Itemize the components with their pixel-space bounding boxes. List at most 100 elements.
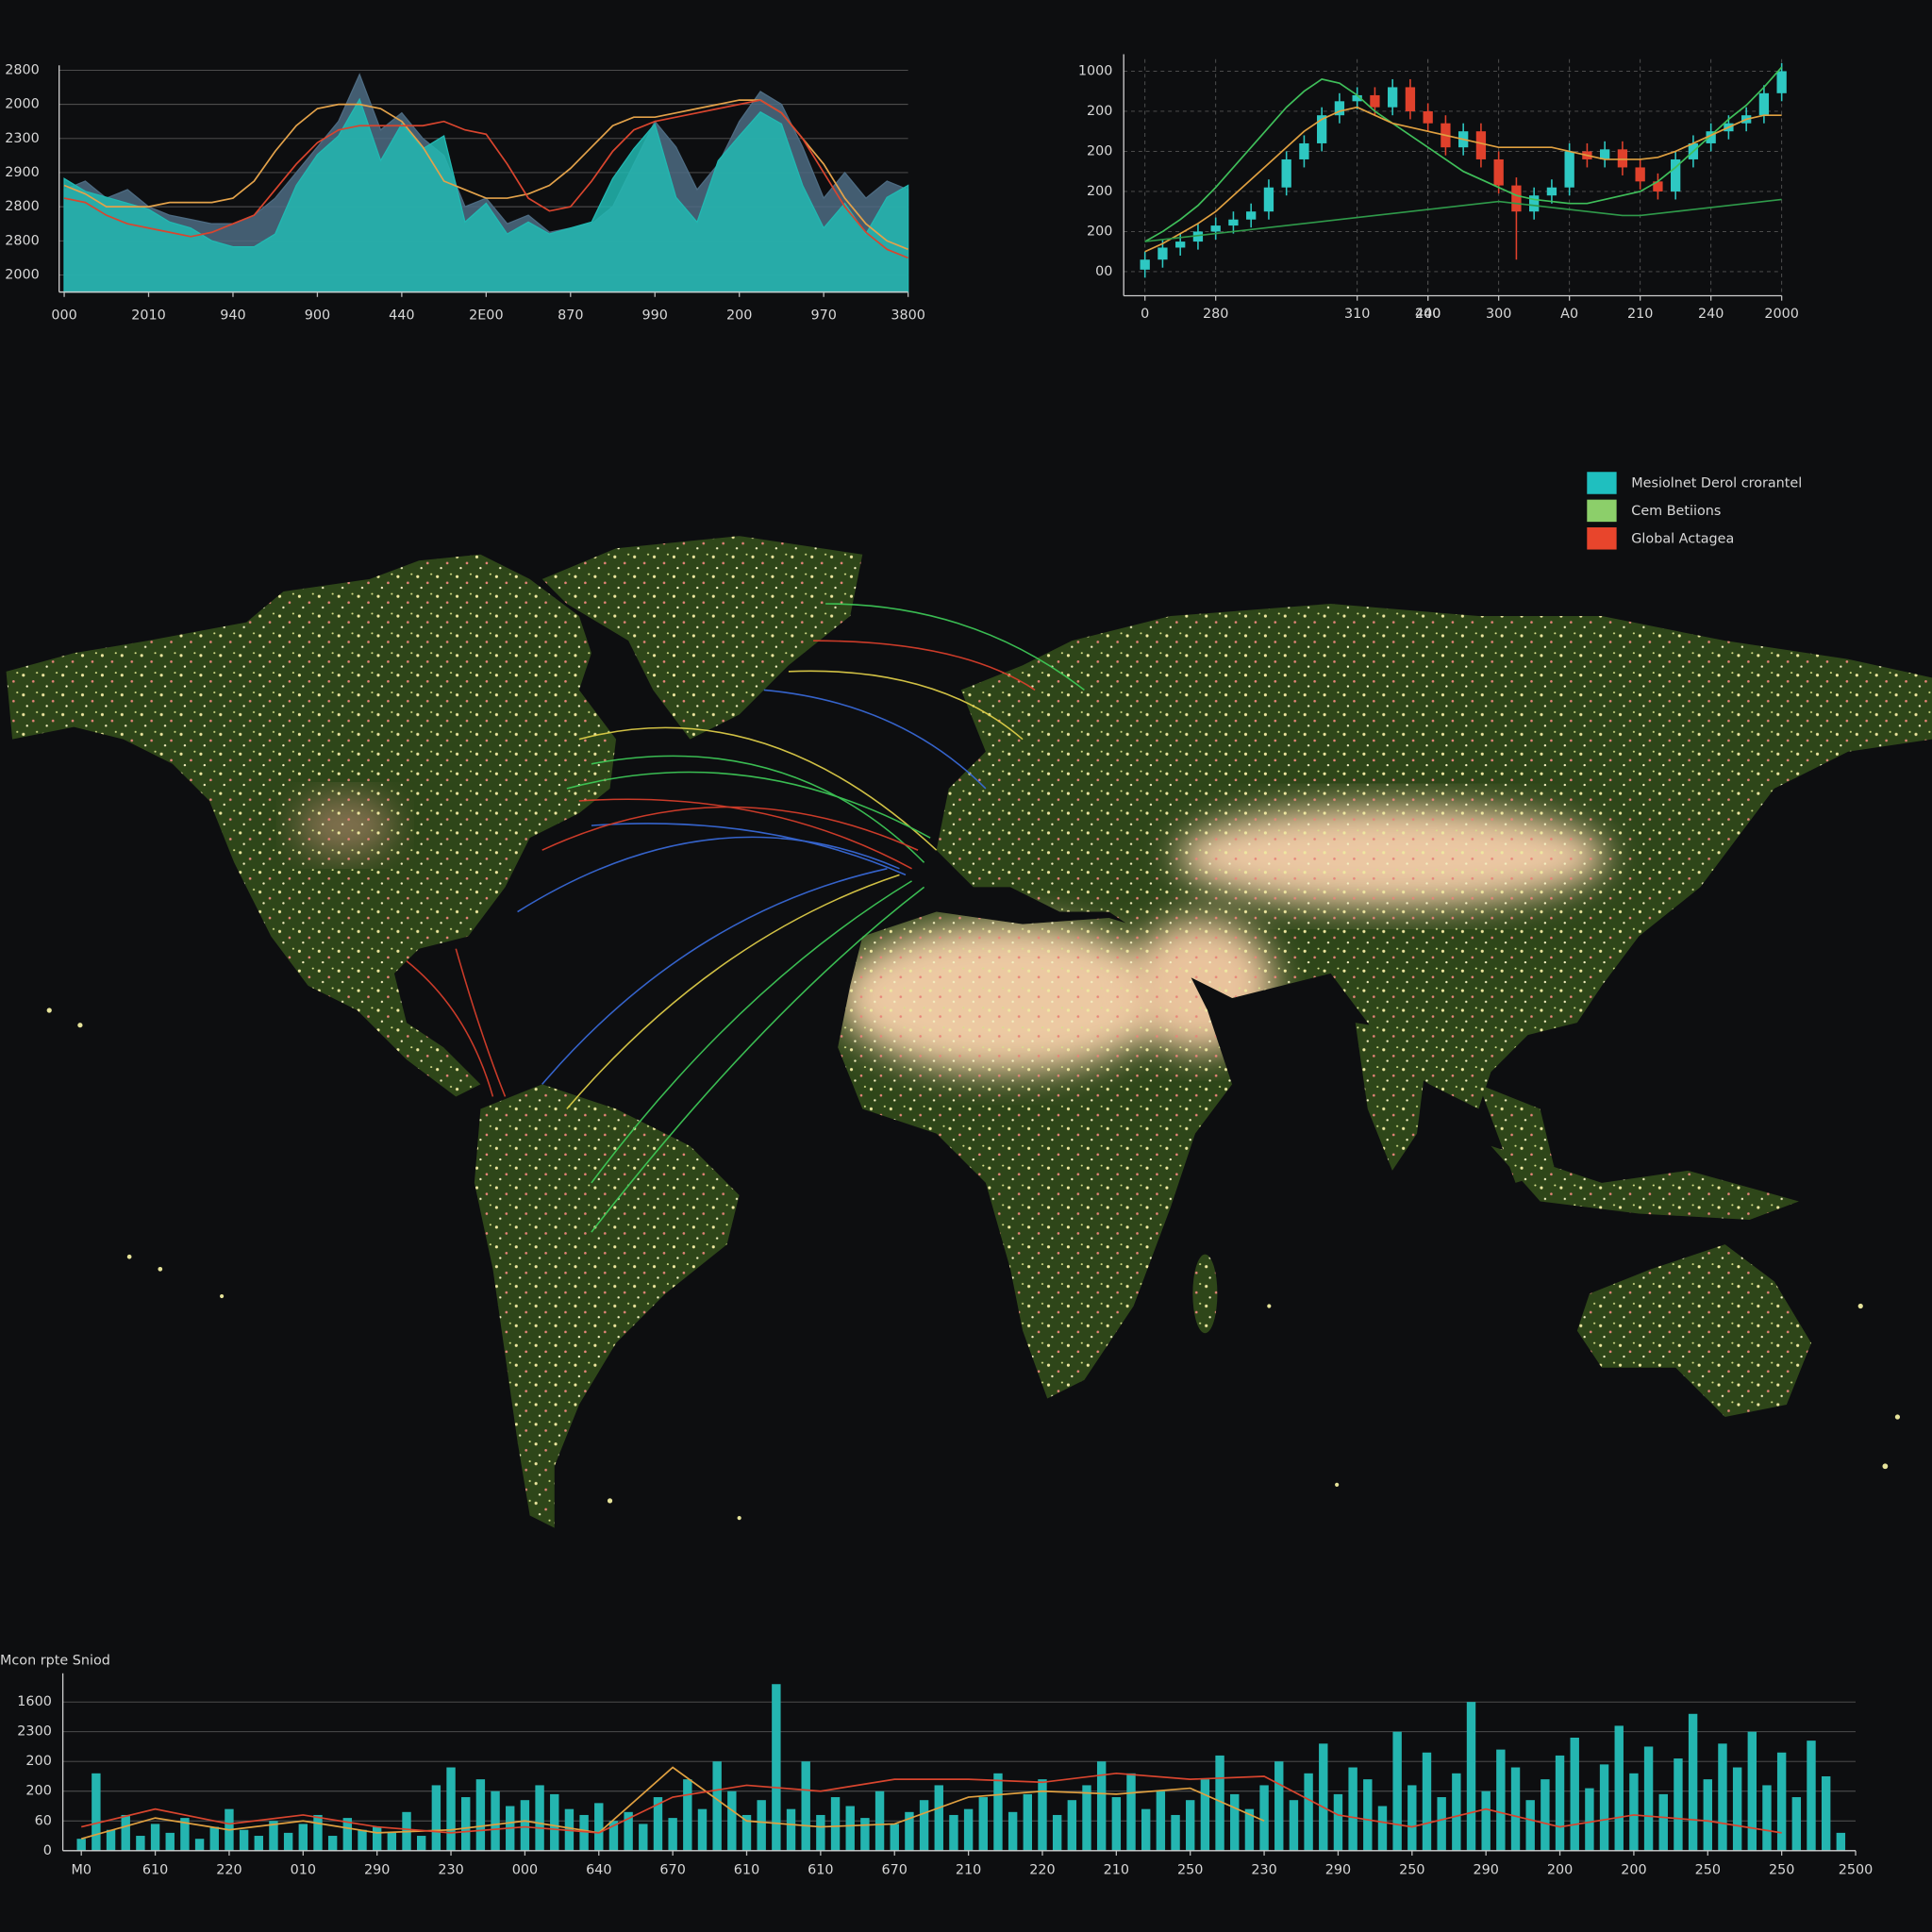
bar: [905, 1811, 914, 1851]
x-tick-label: 670: [882, 1863, 908, 1878]
candle-body: [1423, 110, 1433, 124]
y-tick-label: 200: [1087, 143, 1112, 158]
bar: [1836, 1832, 1846, 1851]
route-arc: [591, 880, 912, 1184]
bar: [1437, 1797, 1446, 1851]
bar: [919, 1800, 929, 1851]
x-tick-label: 400: [1415, 307, 1441, 322]
x-tick-label: 250: [1399, 1863, 1424, 1878]
x-tick-label: 610: [734, 1863, 759, 1878]
bar: [254, 1836, 263, 1851]
x-tick-label: 870: [558, 308, 583, 323]
bar: [978, 1797, 988, 1851]
y-tick-label: 200: [1087, 104, 1112, 119]
y-tick-label: 2800: [5, 233, 40, 248]
bar: [387, 1832, 397, 1851]
bar: [757, 1800, 766, 1851]
route-arc: [455, 948, 507, 1097]
route-arc: [541, 806, 919, 851]
bar: [1510, 1767, 1521, 1851]
x-tick-label: 670: [659, 1863, 685, 1878]
bar: [1377, 1806, 1388, 1851]
bar: [1599, 1764, 1609, 1851]
bar: [845, 1806, 855, 1851]
candle-body: [1175, 242, 1186, 248]
bar: [1023, 1793, 1033, 1851]
line: [1144, 106, 1782, 253]
legend: Mesiolnet Derol crorantel Cem Betiions Glo…: [1587, 472, 1802, 550]
candle-body: [1493, 158, 1504, 186]
bar: [993, 1773, 1003, 1851]
x-tick-label: 200: [1547, 1863, 1573, 1878]
candle-body: [1564, 151, 1574, 188]
route-arc: [541, 868, 888, 1085]
bar: [1643, 1746, 1654, 1851]
x-tick-label: 250: [1769, 1863, 1794, 1878]
x-tick-label: 610: [808, 1863, 833, 1878]
x-tick-label: 0: [1141, 307, 1149, 322]
x-tick-label: 290: [1325, 1863, 1351, 1878]
legend-swatch: [1587, 527, 1617, 550]
bar: [491, 1790, 500, 1851]
candle-body: [1617, 149, 1628, 168]
x-tick-label: 000: [512, 1863, 538, 1878]
x-tick-label: 220: [216, 1863, 242, 1878]
bar: [1348, 1767, 1357, 1851]
bar: [194, 1839, 205, 1851]
bar: [327, 1836, 338, 1851]
islands: [46, 1008, 1901, 1521]
bar: [949, 1814, 958, 1851]
legend-label: Cem Betiions: [1631, 504, 1721, 519]
x-tick-label: 940: [220, 308, 245, 323]
y-tick-label: 2000: [5, 267, 40, 282]
bar: [180, 1818, 190, 1851]
candle-body: [1758, 92, 1770, 116]
bar: [1171, 1814, 1180, 1851]
bar: [1614, 1725, 1624, 1851]
chart-title: Mcon rpte Sniod: [0, 1654, 110, 1669]
candle-body: [1546, 187, 1557, 196]
x-tick-label: 210: [1104, 1863, 1129, 1878]
x-tick-label: 230: [1251, 1863, 1276, 1878]
route-arc: [566, 874, 900, 1110]
bar: [639, 1824, 648, 1851]
route-arc: [566, 771, 931, 839]
bar: [298, 1824, 308, 1851]
bar: [1244, 1808, 1255, 1851]
bar: [1319, 1743, 1328, 1851]
candle-body: [1299, 142, 1309, 159]
y-tick-label: 60: [35, 1813, 52, 1828]
x-tick-label: 240: [1698, 307, 1724, 322]
bar: [1111, 1797, 1122, 1851]
x-tick-label: 440: [389, 308, 414, 323]
x-tick-label: 000: [51, 308, 76, 323]
candle-body: [1475, 131, 1487, 159]
bar: [934, 1785, 943, 1851]
x-tick-label: 2500: [1839, 1863, 1874, 1878]
bar: [1274, 1761, 1284, 1851]
bar: [860, 1818, 870, 1851]
bar: [727, 1790, 737, 1851]
bar: [1304, 1773, 1313, 1851]
bar: [801, 1761, 810, 1851]
bar: [520, 1800, 530, 1851]
bar: [653, 1797, 663, 1851]
candle-body: [1635, 167, 1645, 182]
bar: [1215, 1755, 1224, 1851]
bar: [1186, 1800, 1195, 1851]
candle-body: [1671, 158, 1681, 192]
bar: [697, 1808, 708, 1851]
y-tick-label: 2800: [5, 199, 40, 214]
bar: [1776, 1752, 1787, 1851]
bar: [1466, 1702, 1476, 1851]
bar: [830, 1797, 841, 1851]
x-tick-label: 640: [586, 1863, 611, 1878]
area: [63, 97, 909, 293]
x-tick-label: 010: [291, 1863, 316, 1878]
bar: [624, 1811, 633, 1851]
x-tick-label: 2E00: [469, 308, 503, 323]
bar: [712, 1761, 722, 1851]
x-tick-label: 250: [1177, 1863, 1203, 1878]
